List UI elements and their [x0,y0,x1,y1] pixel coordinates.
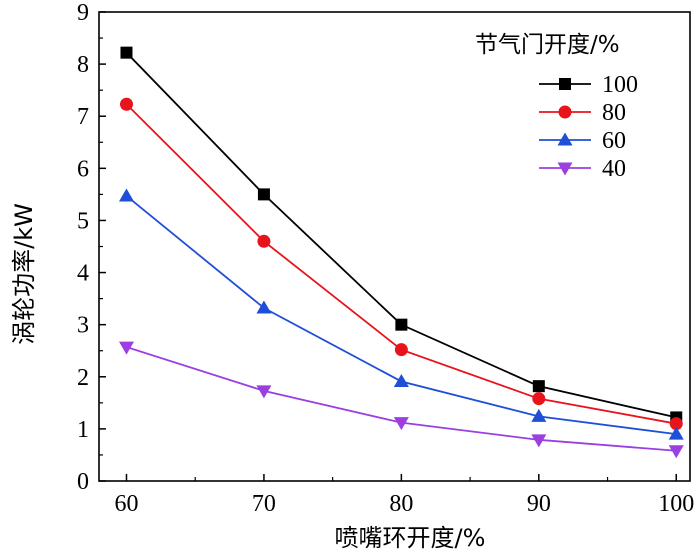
x-tick-label: 100 [658,491,694,517]
legend-marker-100 [559,78,571,90]
data-point-80-70 [257,234,271,248]
series-100 [120,46,683,424]
data-point-60-90 [531,408,547,422]
y-tick-label: 2 [77,365,89,391]
y-tick-label: 5 [77,208,89,234]
data-point-40-90 [531,434,547,448]
y-tick-label: 6 [77,156,89,182]
y-tick-label: 9 [77,0,89,26]
data-point-40-60 [118,341,134,355]
x-tick-label: 90 [527,491,551,517]
data-point-60-60 [118,188,134,202]
data-point-40-80 [393,417,409,431]
data-point-60-70 [256,300,272,314]
series-line-100 [125,52,677,419]
data-point-100-60 [120,46,133,59]
y-tick-label: 0 [77,469,89,495]
x-tick-label: 60 [114,491,138,517]
series-40 [118,341,684,459]
legend-label-100: 100 [602,72,638,98]
data-point-80-90 [532,392,546,406]
data-point-80-100 [669,417,683,431]
data-point-80-60 [119,97,133,111]
legend-label-40: 40 [602,156,626,182]
series-60 [118,188,684,440]
data-point-60-80 [393,373,409,387]
axes: 0 1 2 3 4 5 6 7 8 9 60 70 80 90 100 [77,0,694,517]
legend-marker-40 [557,162,573,176]
y-axis-title: 涡轮功率/kW [10,203,38,345]
series-80 [119,97,683,431]
y-tick-label: 3 [77,313,89,339]
series-layer [118,46,684,459]
y-tick-label: 7 [77,104,89,130]
legend-label-60: 60 [602,128,626,154]
y-tick-label: 8 [77,52,89,78]
x-tick-label: 80 [389,491,413,517]
data-point-40-100 [668,445,684,459]
legend-marker-60 [557,132,573,146]
data-point-100-90 [532,380,545,393]
legend-title: 节气门开度/% [475,32,620,58]
y-tick-label: 1 [77,417,89,443]
data-point-80-80 [394,343,408,357]
x-tick-label: 70 [252,491,276,517]
data-point-60-100 [668,426,684,440]
data-point-100-80 [395,318,408,331]
data-point-40-70 [256,385,272,399]
legend-label-80: 80 [602,100,626,126]
legend-marker-80 [558,105,572,119]
x-axis-title: 喷嘴环开度/% [335,524,486,552]
y-tick-label: 4 [77,261,89,287]
data-point-100-70 [257,188,270,201]
